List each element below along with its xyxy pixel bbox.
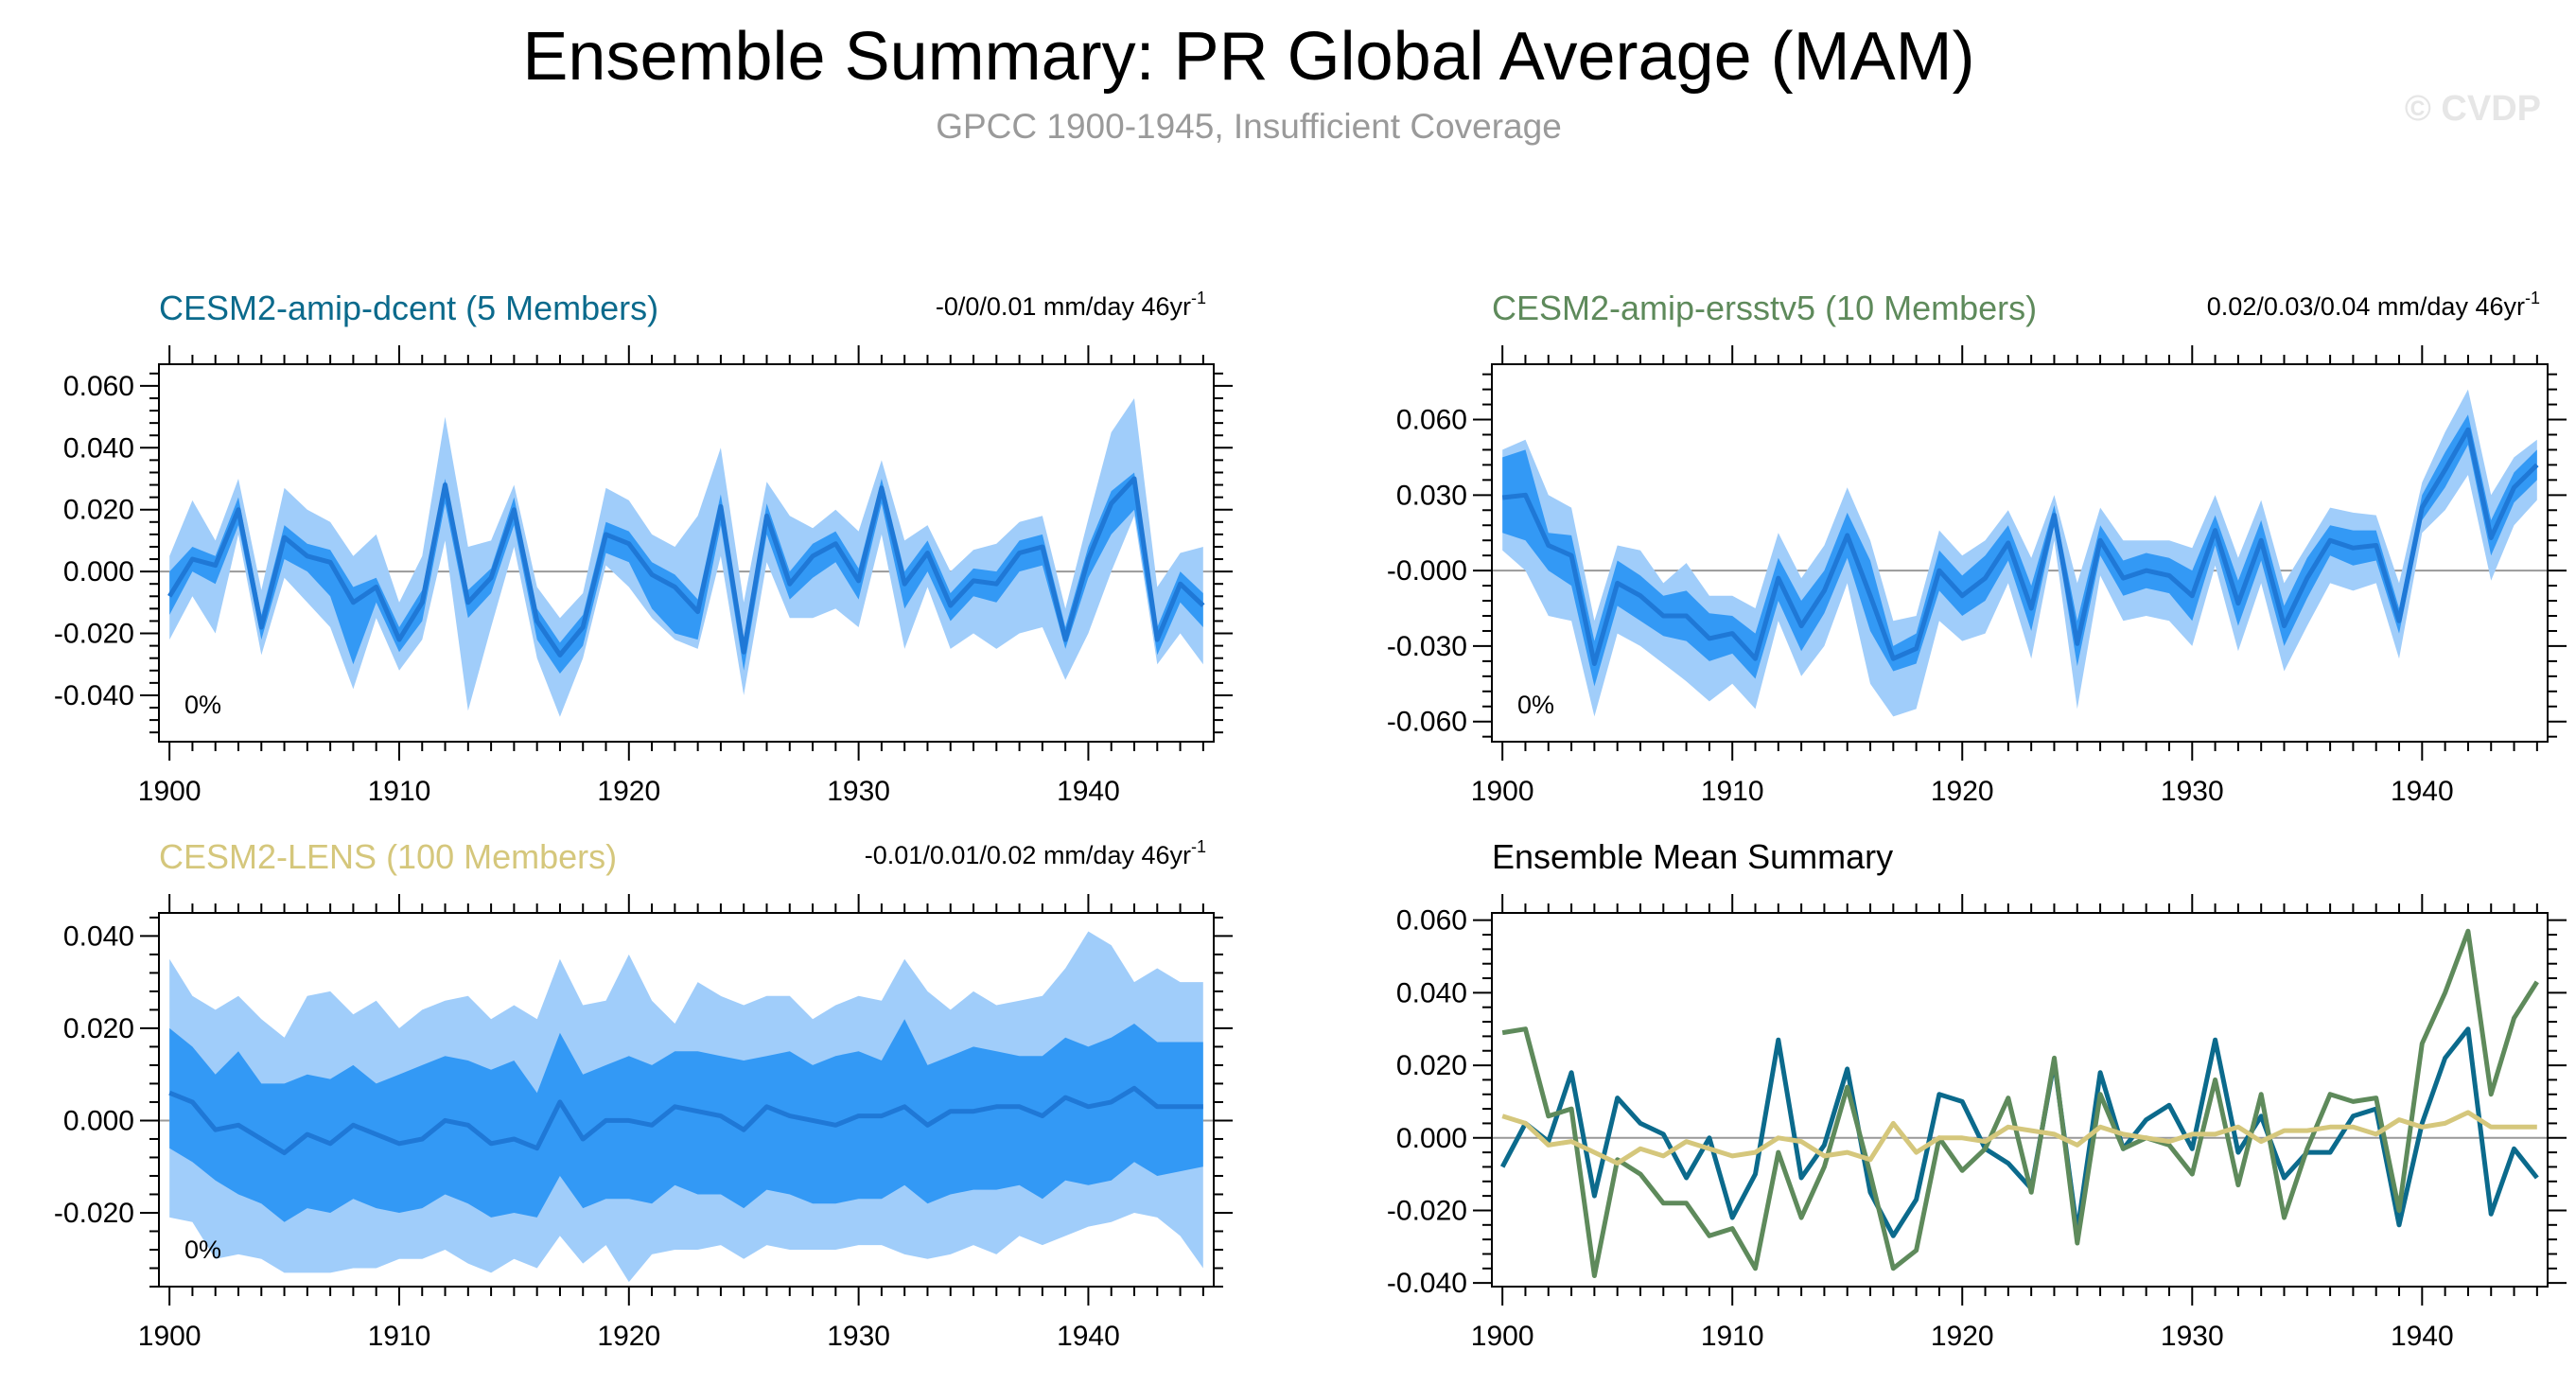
ensemble-median-line [167, 476, 1205, 657]
trend-value: -0.01/0.01/0.02 mm/day 46yr [865, 841, 1191, 869]
cvdp-watermark: © CVDP [2405, 89, 2541, 129]
figure-subtitle: GPCC 1900-1945, Insufficient Coverage [936, 107, 1562, 146]
panel-title: CESM2-LENS (100 Members) [159, 837, 617, 876]
x-tick-label: 1920 [1931, 776, 1994, 807]
inner-percentile-band [169, 1019, 1203, 1222]
y-tick-label: 0.000 [1396, 1123, 1467, 1154]
x-tick-label: 1900 [138, 776, 202, 807]
y-tick-label: 0.060 [1396, 905, 1467, 937]
y-tick-label: 0.040 [1396, 977, 1467, 1008]
chart-panel-2: 0% 0.02/0.03/0.04 mm/day 46yr-1 CESM2-amip… [1387, 289, 2567, 807]
y-tick-label: -0.020 [54, 619, 134, 650]
trend-label: 0.02/0.03/0.04 mm/day 46yr-1 [2207, 289, 2540, 321]
x-tick-label: 1920 [597, 1321, 660, 1352]
y-tick-label: 0.020 [63, 1013, 134, 1044]
x-tick-label: 1900 [138, 1321, 202, 1352]
inner-percentile-band [1502, 414, 2537, 687]
x-tick-label: 1940 [1057, 1321, 1120, 1352]
trend-value: -0/0/0.01 mm/day 46yr [936, 292, 1191, 321]
y-tick-label: 0.060 [63, 371, 134, 402]
x-tick-label: 1920 [597, 776, 660, 807]
ensemble-median-line [168, 1085, 1203, 1156]
trend-exponent: -1 [2525, 289, 2540, 307]
x-tick-label: 1940 [1057, 776, 1120, 807]
plot-frame [158, 912, 1215, 1288]
x-tick-label: 1910 [368, 776, 431, 807]
x-tick-label: 1910 [1701, 776, 1764, 807]
y-tick-label: -0.020 [1387, 1195, 1467, 1226]
y-tick-label: 0.000 [63, 1105, 134, 1136]
inner-percentile-band [169, 472, 1203, 674]
panel-title: CESM2-amip-ersstv5 (10 Members) [1492, 289, 2037, 327]
y-tick-label: 0.040 [63, 432, 134, 464]
percent-label: 0% [1517, 691, 1554, 719]
figure-title: Ensemble Summary: PR Global Average (MAM… [522, 19, 1974, 95]
trend-label: -0/0/0.01 mm/day 46yr-1 [936, 289, 1206, 321]
x-tick-label: 1940 [2391, 1321, 2454, 1352]
chart-panel-4: Ensemble Mean Summary 1900 1910 1920 1930 194… [1387, 837, 2567, 1352]
plot-frame [158, 363, 1215, 743]
series-line-2 [1501, 928, 2539, 1278]
x-tick-label: 1930 [2161, 776, 2224, 807]
x-tick-label: 1910 [1701, 1321, 1764, 1352]
x-tick-label: 1900 [1471, 1321, 1534, 1352]
plot-frame [1491, 912, 2549, 1288]
panel-title: Ensemble Mean Summary [1492, 837, 1893, 876]
trend-label: -0.01/0.01/0.02 mm/day 46yr-1 [865, 837, 1206, 869]
y-tick-label: -0.020 [54, 1198, 134, 1229]
y-tick-label: -0.040 [54, 680, 134, 711]
x-tick-label: 1920 [1931, 1321, 1994, 1352]
x-tick-label: 1930 [2161, 1321, 2224, 1352]
percent-label: 0% [184, 1236, 221, 1264]
x-tick-label: 1930 [827, 1321, 890, 1352]
ensemble-median-line [1501, 427, 2539, 666]
chart-panel-1: 0% -0/0/0.01 mm/day 46yr-1 CESM2-amip-dcen… [54, 289, 1233, 807]
outer-percentile-band [169, 398, 1203, 717]
trend-exponent: -1 [1191, 289, 1206, 307]
trend-exponent: -1 [1191, 837, 1206, 856]
trend-value: 0.02/0.03/0.04 mm/day 46yr [2207, 292, 2525, 321]
plot-area [159, 398, 1214, 717]
y-tick-label: 0.040 [63, 920, 134, 952]
plot-area [159, 931, 1214, 1283]
y-tick-label: -0.060 [1387, 707, 1467, 738]
chart-panel-3: 0% -0.01/0.01/0.02 mm/day 46yr-1 CESM2-LEN… [54, 837, 1233, 1352]
y-tick-label: 0.000 [63, 556, 134, 587]
plot-frame [1491, 363, 2549, 743]
y-tick-label: 0.030 [1396, 480, 1467, 511]
x-tick-label: 1900 [1471, 776, 1534, 807]
y-tick-label: 0.020 [63, 495, 134, 526]
x-tick-label: 1930 [827, 776, 890, 807]
series-line-3 [1501, 1110, 2537, 1166]
x-tick-label: 1910 [368, 1321, 431, 1352]
y-tick-label: -0.040 [1387, 1268, 1467, 1299]
x-tick-label: 1940 [2391, 776, 2454, 807]
panel-title: CESM2-amip-dcent (5 Members) [159, 289, 658, 327]
y-tick-label: 0.020 [1396, 1050, 1467, 1081]
percent-label: 0% [184, 691, 221, 719]
plot-area [1492, 928, 2548, 1278]
y-tick-label: 0.060 [1396, 405, 1467, 436]
plot-area [1492, 389, 2548, 717]
y-tick-label: -0.030 [1387, 631, 1467, 662]
series-line-1 [1499, 1026, 2539, 1238]
y-tick-label: -0.000 [1387, 555, 1467, 587]
